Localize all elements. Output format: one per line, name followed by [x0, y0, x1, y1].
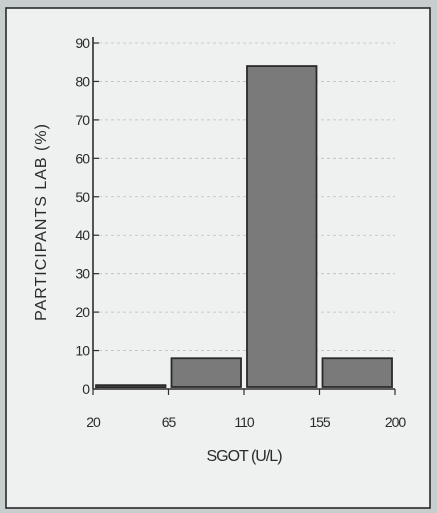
x-tick-label: 200	[385, 414, 407, 430]
y-tick-label: 30	[75, 266, 90, 282]
chart-frame	[5, 7, 431, 509]
y-tick-label: 0	[82, 381, 90, 397]
y-tick-label: 80	[75, 73, 90, 89]
y-tick-label: 90	[75, 35, 90, 51]
y-axis-ticks: 0 10 20 30 40 50 60 70 80 90	[75, 35, 99, 397]
x-axis-ticks: 20 65 110 155 200	[86, 389, 407, 430]
bars	[95, 65, 393, 389]
bar-155-200	[321, 357, 393, 388]
y-tick-label: 40	[75, 227, 90, 243]
y-tick-label: 50	[75, 189, 90, 205]
x-tick-label: 155	[309, 414, 331, 430]
y-tick-label: 10	[75, 343, 90, 359]
y-tick-label: 70	[75, 112, 90, 128]
bar-110-155	[246, 65, 318, 388]
y-tick-label: 20	[75, 304, 90, 320]
y-tick-label: 60	[75, 150, 90, 166]
y-axis-title: PARTICIPANTS LAB (%)	[33, 123, 50, 321]
x-tick-label: 65	[162, 414, 177, 430]
bar-65-110	[170, 357, 242, 388]
x-axis-title: SGOT (U/L)	[206, 448, 282, 465]
bar-20-65	[95, 384, 167, 389]
x-tick-label: 20	[86, 414, 101, 430]
x-tick-label: 110	[234, 414, 255, 430]
gridlines	[93, 42, 395, 351]
